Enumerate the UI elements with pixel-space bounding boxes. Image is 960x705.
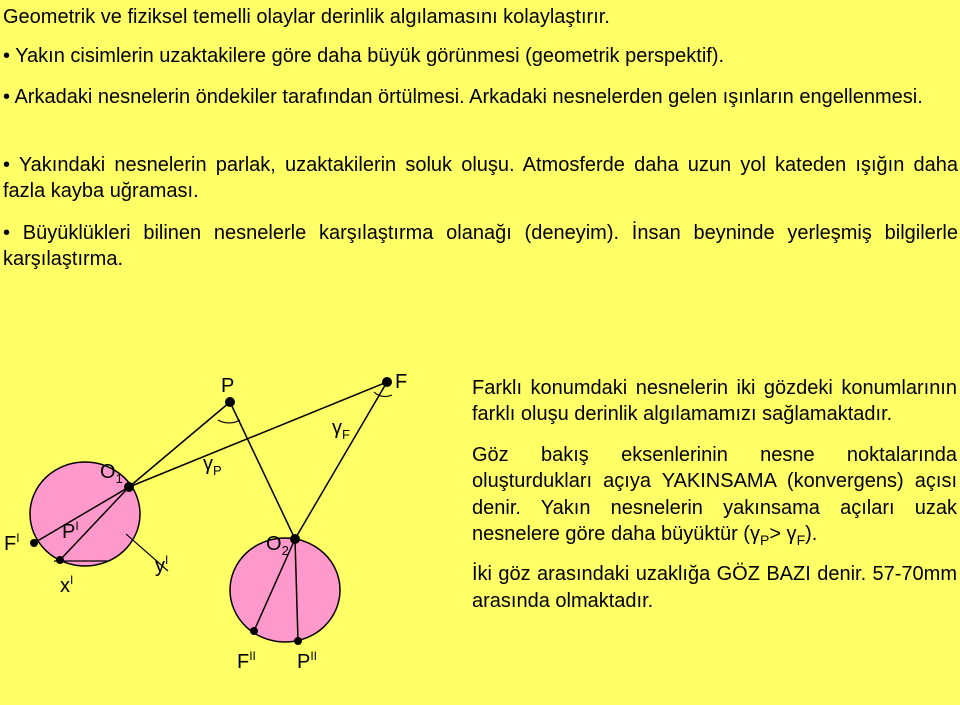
label-gammaP: γP [203,453,222,478]
point-eye2-backP [294,637,302,645]
paragraph-4: • Yakındaki nesnelerin parlak, uzaktakil… [3,152,958,205]
label-PII: PII [297,649,317,673]
label-P: P [221,375,234,397]
point-O1 [124,482,134,492]
r2-sub-p: P [760,532,769,548]
paragraph-5: • Büyüklükleri bilinen nesnelerle karşıl… [3,220,958,273]
label-FI: FI [4,531,20,555]
label-F: F [395,371,407,393]
convergence-diagram: P F γF γP O1 O2 FI PI xI yI FII PII [0,370,460,700]
line-F-O2 [295,382,387,539]
line-P-O2 [230,402,295,539]
right-paragraph-3: İki göz arasındaki uzaklığa GÖZ BAZI den… [472,561,957,614]
point-P [225,397,235,407]
point-eye1-backF [30,539,38,547]
arc-gammaP [218,420,240,423]
label-xI: xI [60,573,73,597]
right-text-block: Farklı konumdaki nesnelerin iki gözdeki … [472,375,957,628]
r2-sub-f: F [797,532,806,548]
label-O1: O1 [100,461,123,486]
right-paragraph-1: Farklı konumdaki nesnelerin iki gözdeki … [472,375,957,428]
arc-gammaF [374,392,392,397]
r2-part-c: ). [805,523,817,545]
point-O2 [290,534,300,544]
right-paragraph-2: Göz bakış eksenlerinin nesne noktalarınd… [472,442,957,548]
r2-part-a: Göz bakış eksenlerinin nesne noktalarınd… [472,444,957,545]
label-gammaF: γF [332,417,350,442]
label-O2: O2 [266,533,289,558]
point-eye1-backP [56,556,64,564]
paragraph-2: • Yakın cisimlerin uzaktakilere göre dah… [3,43,958,69]
eye1-shape [30,462,140,566]
label-yI: yI [155,553,168,577]
label-FII: FII [237,649,256,673]
point-F [382,377,392,387]
r2-part-b: > γ [769,523,796,545]
point-eye2-backF [250,627,258,635]
paragraph-1: Geometrik ve fiziksel temelli olaylar de… [3,4,958,30]
paragraph-3: • Arkadaki nesnelerin öndekiler tarafınd… [3,84,958,110]
